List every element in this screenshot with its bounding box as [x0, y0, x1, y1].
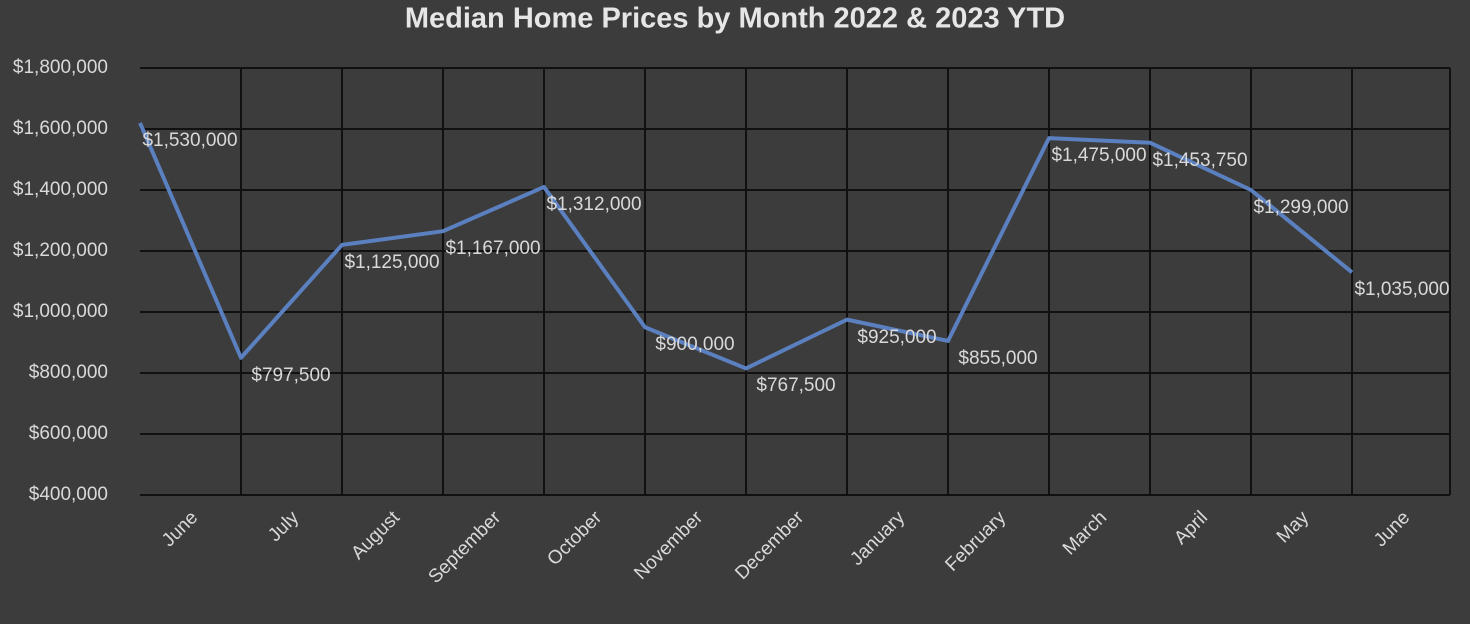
y-tick-label: $1,800,000 [13, 57, 108, 78]
y-tick-label: $400,000 [29, 484, 108, 505]
data-line [138, 122, 1354, 371]
y-tick-label: $1,600,000 [13, 118, 108, 139]
data-label: $1,167,000 [445, 238, 541, 260]
x-tick-label: July [264, 507, 303, 546]
chart-title: Median Home Prices by Month 2022 & 2023 … [405, 3, 1065, 35]
data-label: $1,035,000 [1354, 279, 1450, 301]
y-tick-label: $800,000 [29, 362, 108, 383]
x-tick-label: October [543, 507, 606, 570]
x-tick-label: February [941, 507, 1010, 576]
x-tick-label: June [1370, 507, 1414, 551]
x-tick-label: December [731, 507, 808, 584]
x-tick-label: September [425, 507, 506, 588]
x-tick-label: June [158, 507, 202, 551]
data-label: $855,000 [958, 347, 1038, 369]
data-label: $1,453,750 [1152, 149, 1248, 171]
data-label: $797,500 [251, 364, 331, 386]
data-label: $767,500 [756, 375, 836, 397]
x-tick-label: March [1059, 507, 1111, 559]
data-label: $900,000 [655, 334, 735, 356]
data-label: $1,312,000 [546, 193, 642, 215]
data-label: $1,530,000 [142, 129, 238, 151]
y-tick-label: $1,200,000 [13, 240, 108, 261]
data-label: $925,000 [857, 326, 937, 348]
data-label: $1,299,000 [1253, 197, 1349, 218]
y-tick-label: $600,000 [29, 423, 108, 444]
x-tick-label: May [1273, 507, 1314, 548]
data-label: $1,475,000 [1051, 145, 1147, 167]
x-tick-label: April [1170, 507, 1212, 549]
y-tick-label: $1,400,000 [13, 179, 108, 200]
x-tick-label: August [347, 507, 404, 564]
y-tick-label: $1,000,000 [13, 301, 108, 322]
x-tick-label: January [846, 507, 909, 570]
data-label: $1,125,000 [344, 251, 440, 273]
x-tick-label: November [630, 507, 707, 584]
